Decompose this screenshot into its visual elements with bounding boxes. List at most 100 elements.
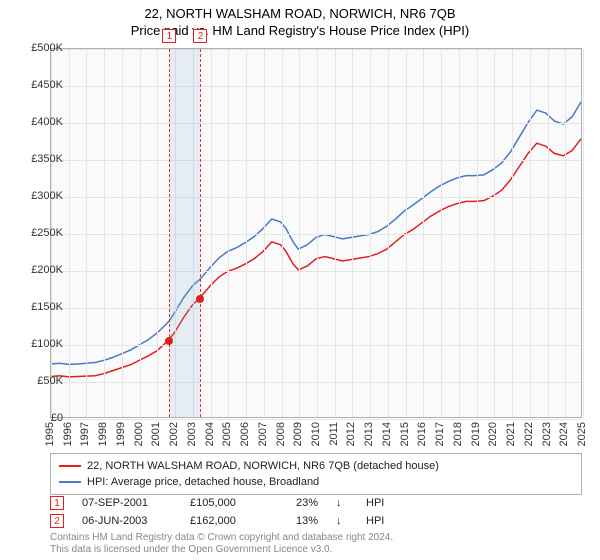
x-tick-label: 2007 [257, 422, 269, 446]
sale-suffix: HPI [366, 515, 384, 527]
series-svg [51, 49, 581, 417]
title-line-2: Price paid vs. HM Land Registry's House … [0, 23, 600, 38]
sales-row-1: 1 07-SEP-2001 £105,000 23% ↓ HPI [50, 495, 384, 511]
x-tick-label: 2021 [505, 422, 517, 446]
y-tick-label: £500K [31, 42, 63, 54]
grid-line-v [104, 49, 105, 417]
chart-plot-area: 12 [50, 48, 582, 418]
grid-line-v [583, 49, 584, 417]
grid-line-h [51, 123, 581, 124]
grid-line-v [211, 49, 212, 417]
y-tick-label: £450K [31, 79, 63, 91]
grid-line-h [51, 382, 581, 383]
grid-line-v [282, 49, 283, 417]
grid-line-v [299, 49, 300, 417]
highlight-band [169, 49, 200, 417]
x-tick-label: 2018 [452, 422, 464, 446]
x-tick-label: 2024 [558, 422, 570, 446]
grid-line-v [246, 49, 247, 417]
x-tick-label: 1996 [62, 422, 74, 446]
sale-pct: 13% [278, 515, 318, 527]
y-tick-label: £350K [31, 153, 63, 165]
x-tick-label: 2002 [168, 422, 180, 446]
grid-line-v [370, 49, 371, 417]
x-tick-label: 2008 [275, 422, 287, 446]
sale-num-box: 2 [50, 514, 64, 528]
grid-line-v [406, 49, 407, 417]
grid-line-v [512, 49, 513, 417]
x-tick-label: 2022 [523, 422, 535, 446]
x-tick-label: 2012 [345, 422, 357, 446]
grid-line-v [388, 49, 389, 417]
y-tick-label: £200K [31, 264, 63, 276]
grid-line-h [51, 345, 581, 346]
grid-line-v [441, 49, 442, 417]
grid-line-v [565, 49, 566, 417]
credit-line-1: Contains HM Land Registry data © Crown c… [50, 532, 393, 544]
legend-label: HPI: Average price, detached house, Broa… [87, 476, 319, 488]
grid-line-v [317, 49, 318, 417]
y-tick-label: £100K [31, 338, 63, 350]
sale-pct: 23% [278, 497, 318, 509]
legend-item-price-paid: 22, NORTH WALSHAM ROAD, NORWICH, NR6 7QB… [59, 458, 573, 474]
grid-line-h [51, 419, 581, 420]
x-tick-label: 2011 [328, 422, 340, 446]
x-tick-label: 2004 [204, 422, 216, 446]
x-tick-label: 2000 [133, 422, 145, 446]
grid-line-h [51, 234, 581, 235]
grid-line-h [51, 160, 581, 161]
grid-line-v [122, 49, 123, 417]
x-tick-label: 2015 [399, 422, 411, 446]
grid-line-v [264, 49, 265, 417]
sale-marker-num: 2 [193, 29, 207, 43]
chart-container: 22, NORTH WALSHAM ROAD, NORWICH, NR6 7QB… [0, 0, 600, 560]
y-tick-label: £400K [31, 116, 63, 128]
grid-line-h [51, 49, 581, 50]
x-tick-label: 2013 [363, 422, 375, 446]
grid-line-v [228, 49, 229, 417]
grid-line-h [51, 86, 581, 87]
legend-label: 22, NORTH WALSHAM ROAD, NORWICH, NR6 7QB… [87, 460, 439, 472]
sale-marker-line [200, 49, 201, 417]
grid-line-v [157, 49, 158, 417]
credit-line-2: This data is licensed under the Open Gov… [50, 544, 393, 556]
title-line-1: 22, NORTH WALSHAM ROAD, NORWICH, NR6 7QB [0, 6, 600, 21]
grid-line-v [530, 49, 531, 417]
legend-box: 22, NORTH WALSHAM ROAD, NORWICH, NR6 7QB… [50, 453, 582, 495]
sale-num-box: 1 [50, 496, 64, 510]
grid-line-v [494, 49, 495, 417]
sale-arrow-icon: ↓ [336, 515, 348, 527]
sale-price: £162,000 [190, 515, 260, 527]
sale-dot [196, 295, 204, 303]
grid-line-v [69, 49, 70, 417]
x-tick-label: 2006 [239, 422, 251, 446]
series-price_paid [51, 139, 581, 377]
legend-item-hpi: HPI: Average price, detached house, Broa… [59, 474, 573, 490]
x-tick-label: 1998 [97, 422, 109, 446]
legend-swatch [59, 465, 81, 467]
sale-date: 07-SEP-2001 [82, 497, 172, 509]
x-tick-label: 2019 [470, 422, 482, 446]
x-tick-label: 2014 [381, 422, 393, 446]
sale-arrow-icon: ↓ [336, 497, 348, 509]
sale-suffix: HPI [366, 497, 384, 509]
sale-marker-line [169, 49, 170, 417]
y-tick-label: £50K [37, 375, 63, 387]
x-tick-label: 2005 [221, 422, 233, 446]
y-tick-label: £250K [31, 227, 63, 239]
sale-price: £105,000 [190, 497, 260, 509]
x-tick-label: 2016 [416, 422, 428, 446]
grid-line-h [51, 308, 581, 309]
x-tick-label: 2025 [576, 422, 588, 446]
grid-line-v [548, 49, 549, 417]
grid-line-v [335, 49, 336, 417]
x-tick-label: 2023 [541, 422, 553, 446]
grid-line-v [459, 49, 460, 417]
title-block: 22, NORTH WALSHAM ROAD, NORWICH, NR6 7QB… [0, 0, 600, 38]
y-tick-label: £300K [31, 190, 63, 202]
x-tick-label: 2003 [186, 422, 198, 446]
sale-date: 06-JUN-2003 [82, 515, 172, 527]
x-tick-label: 1995 [44, 422, 56, 446]
grid-line-v [86, 49, 87, 417]
x-tick-label: 1999 [115, 422, 127, 446]
